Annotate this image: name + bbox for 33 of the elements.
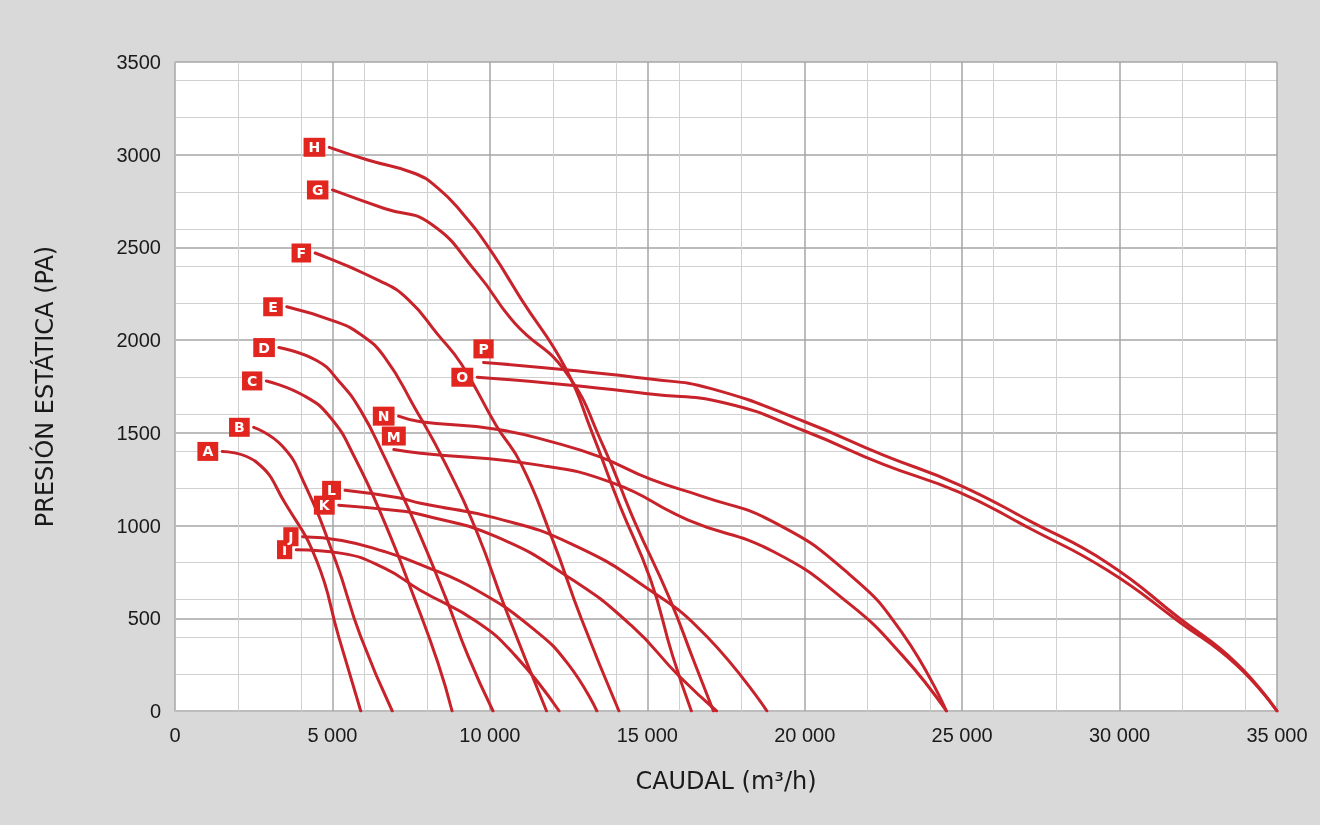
x-tick-label: 35 000 <box>1246 724 1308 746</box>
series-label: F <box>296 244 307 261</box>
series-label: L <box>327 482 337 499</box>
y-tick-label: 1000 <box>116 514 161 537</box>
y-axis-title: PRESIÓN ESTÁTICA (PA) <box>29 245 59 528</box>
series-label: K <box>318 497 331 514</box>
series-label: M <box>386 428 401 445</box>
x-tick-label: 5 000 <box>307 724 358 746</box>
series-label: H <box>308 139 321 156</box>
y-tick-label: 500 <box>127 607 161 630</box>
x-tick-label: 0 <box>169 724 181 746</box>
y-tick-label: 2000 <box>116 329 161 352</box>
y-tick-label: 1500 <box>116 421 161 444</box>
series-label: P <box>478 341 489 358</box>
y-tick-label: 0 <box>149 700 161 722</box>
series-label: G <box>311 181 324 198</box>
x-axis-title: CAUDAL (m³/h) <box>635 767 817 795</box>
x-tick-label: 25 000 <box>931 724 993 746</box>
series-label: J <box>287 528 294 545</box>
x-tick-label: 30 000 <box>1088 724 1151 746</box>
series-label: A <box>202 443 214 460</box>
series-label: O <box>456 369 469 386</box>
x-tick-label: 10 000 <box>459 724 521 746</box>
series-label: E <box>268 298 278 315</box>
series-label: N <box>377 408 390 425</box>
x-tick-label: 20 000 <box>774 724 836 746</box>
x-tick-label: 15 000 <box>616 724 678 746</box>
y-tick-label: 3500 <box>116 51 161 73</box>
y-tick-label: 3000 <box>116 143 161 166</box>
series-label: C <box>247 372 258 389</box>
y-tick-label: 2500 <box>116 236 161 259</box>
series-label: B <box>234 419 245 436</box>
series-label: D <box>258 339 270 356</box>
